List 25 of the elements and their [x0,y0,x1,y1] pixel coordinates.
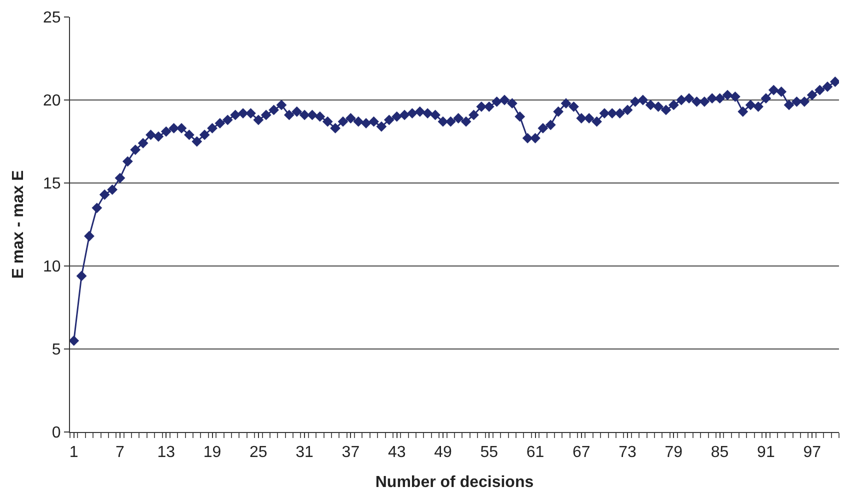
y-tick-label: 10 [43,258,61,276]
y-tick-label: 25 [43,10,61,27]
x-tick-label: 73 [618,444,637,462]
x-tick-label: 67 [572,444,590,462]
x-tick-label: 25 [250,444,268,462]
x-tick-label: 31 [296,444,314,462]
y-axis-title: E max - max E [10,170,27,279]
x-tick-label: 19 [203,444,222,462]
y-tick-label: 5 [52,342,61,359]
x-tick-label: 97 [803,444,822,462]
x-tick-label: 79 [664,444,683,462]
x-tick-label: 61 [526,444,544,462]
x-tick-label: 55 [480,444,498,462]
x-axis-title: Number of decisions [375,474,534,491]
x-tick-label: 49 [434,444,452,462]
y-tick-label: 20 [43,92,61,110]
x-tick-label: 1 [69,444,78,462]
x-tick-label: 43 [388,444,406,462]
x-tick-label: 91 [757,444,775,462]
y-tick-label: 0 [52,424,61,442]
x-tick-label: 7 [116,444,125,462]
x-tick-label: 85 [710,444,729,462]
y-tick-label: 15 [43,176,61,193]
x-tick-label: 13 [157,444,176,462]
x-tick-label: 37 [342,444,360,462]
